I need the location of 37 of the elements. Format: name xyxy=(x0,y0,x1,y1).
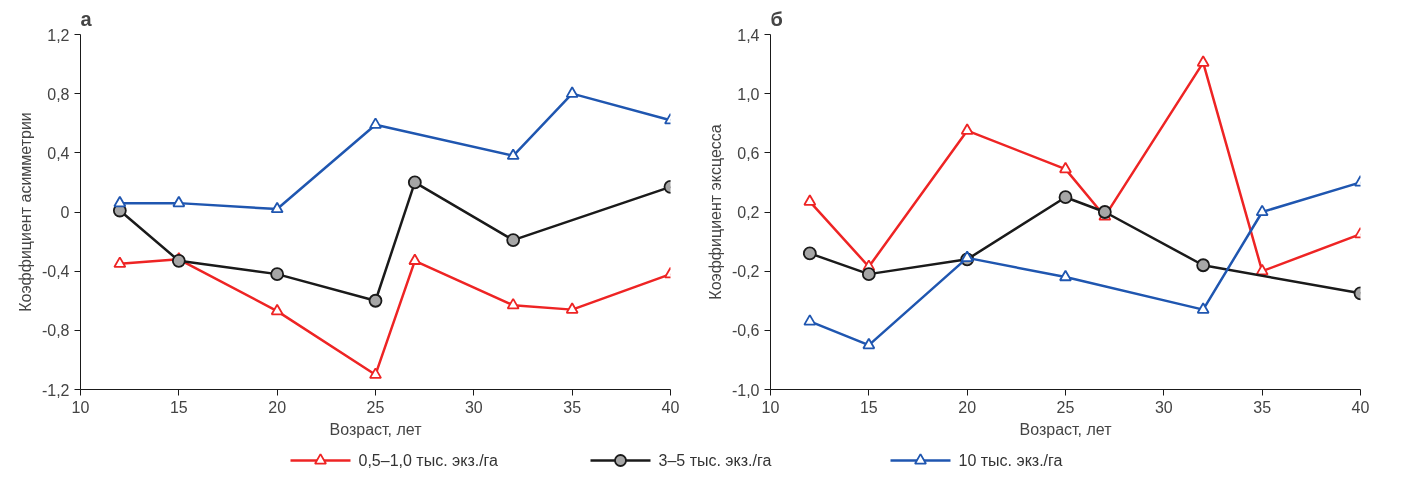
y-axis-title: Коэффициент эксцесса xyxy=(706,124,724,300)
y-tick-label: 0,2 xyxy=(737,204,760,221)
x-tick-label: 30 xyxy=(464,398,483,416)
x-tick-label: 35 xyxy=(563,398,582,416)
x-tick-label: 20 xyxy=(268,398,287,416)
x-tick-label: 10 xyxy=(761,398,780,416)
y-tick-label: 0 xyxy=(60,204,70,221)
y-tick-label: -0,4 xyxy=(41,263,70,281)
y-tick-label: -0,2 xyxy=(731,263,760,281)
legend-label: 10 тыс. экз./га xyxy=(958,452,1063,469)
x-tick-label: 25 xyxy=(366,398,385,416)
y-tick-label: 0,6 xyxy=(737,144,760,162)
x-tick-label: 10 xyxy=(71,398,90,416)
x-axis-title: Возраст, лет xyxy=(1019,420,1113,438)
x-tick-label: 20 xyxy=(958,398,977,416)
chart-title: а xyxy=(80,7,93,30)
x-tick-label: 35 xyxy=(1253,398,1272,416)
x-tick-label: 40 xyxy=(661,398,680,416)
x-tick-label: 15 xyxy=(169,398,188,416)
y-tick-label: 0,8 xyxy=(47,85,70,103)
y-tick-label: -0,6 xyxy=(731,322,760,340)
y-tick-label: 1,4 xyxy=(737,26,760,44)
y-axis-title: Коэффициент асимметрии xyxy=(16,112,34,312)
x-tick-label: 40 xyxy=(1351,398,1370,416)
x-tick-label: 25 xyxy=(1056,398,1075,416)
y-tick-label: 1,2 xyxy=(47,26,70,44)
y-tick-label: -0,8 xyxy=(41,322,70,340)
legend-label: 0,5–1,0 тыс. экз./га xyxy=(358,452,499,469)
chart-title: б xyxy=(770,7,783,30)
y-tick-label: -1,0 xyxy=(731,381,760,399)
y-tick-label: 0,4 xyxy=(47,144,70,162)
y-tick-label: -1,2 xyxy=(41,381,70,399)
legend-label: 3–5 тыс. экз./га xyxy=(658,452,772,469)
x-axis-title: Возраст, лет xyxy=(329,420,423,438)
x-tick-label: 30 xyxy=(1154,398,1173,416)
x-tick-label: 15 xyxy=(859,398,878,416)
y-tick-label: 1,0 xyxy=(737,85,760,103)
